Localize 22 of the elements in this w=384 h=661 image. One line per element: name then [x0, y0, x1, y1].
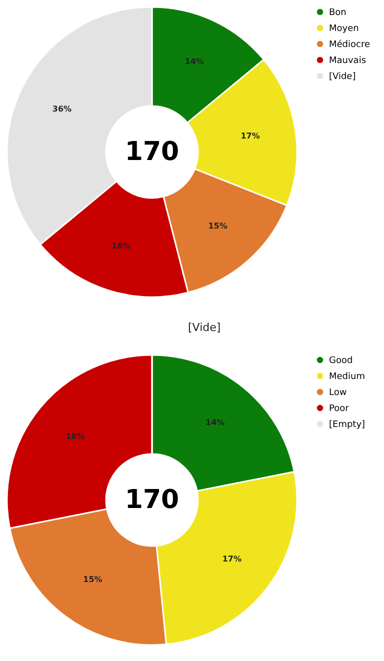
text: [Vide]	[188, 321, 221, 334]
legend-label: Médiocre	[329, 39, 370, 50]
legend-label: Poor	[329, 404, 350, 414]
data-label: 18%	[66, 432, 85, 441]
legend-label: [Vide]	[329, 72, 356, 82]
data-label: 18%	[112, 242, 131, 251]
data-label: 14%	[206, 418, 225, 428]
data-label: 14%	[184, 56, 204, 66]
data-label: 17%	[222, 554, 242, 564]
legend-label: Moyen	[329, 24, 359, 34]
legend-label: [Empty]	[329, 420, 366, 430]
text: 170	[124, 137, 180, 167]
data-label: 36%	[52, 104, 72, 114]
data-label: 15%	[208, 222, 228, 231]
legend-label: Good	[329, 356, 353, 366]
text: 170	[124, 485, 180, 515]
data-label: 17%	[240, 131, 260, 140]
legend-label: Mauvais	[329, 56, 366, 66]
data-label: 15%	[83, 574, 102, 584]
legend-label: Low	[329, 388, 347, 398]
legend-label: Medium	[329, 372, 365, 382]
legend-label: Bon	[329, 8, 346, 18]
